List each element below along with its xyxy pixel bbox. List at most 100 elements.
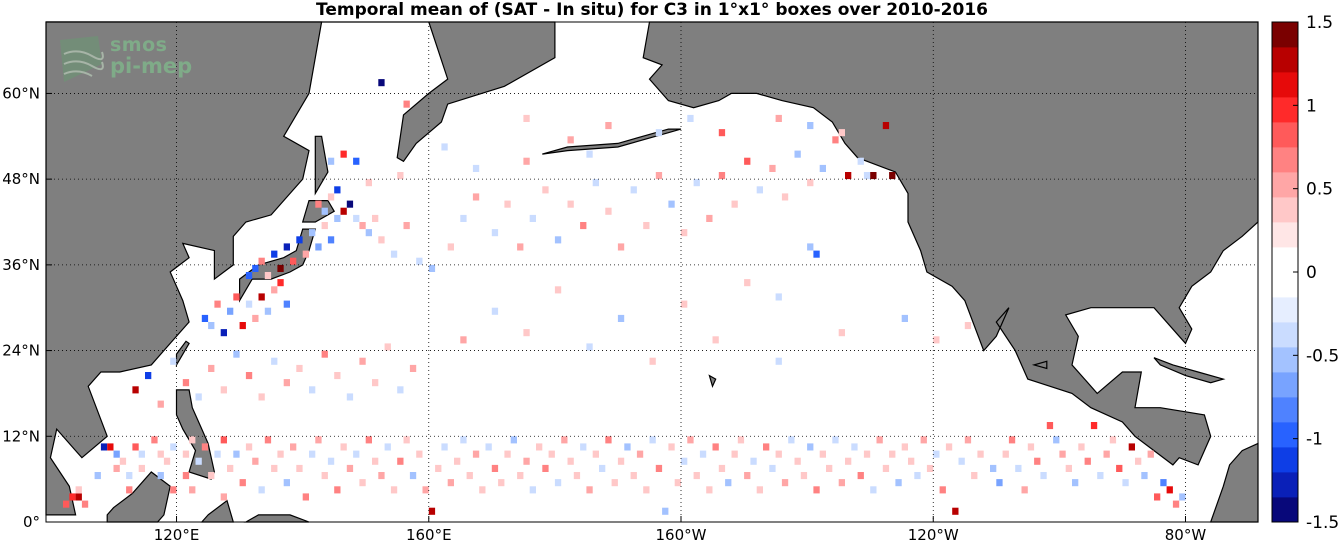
colorbar-tick-label: -1.5 [1306, 513, 1339, 533]
data-cell [397, 172, 404, 180]
data-cell [220, 436, 227, 444]
data-cell [624, 443, 631, 451]
data-cell [523, 157, 530, 165]
data-cell [100, 443, 108, 451]
data-cell [617, 457, 625, 465]
data-cell [1109, 436, 1117, 444]
data-cell [870, 172, 877, 180]
data-cell [1053, 436, 1060, 444]
data-cell [157, 450, 164, 458]
data-cell [1002, 450, 1009, 458]
data-cell [1141, 472, 1148, 480]
data-cell [170, 357, 177, 365]
data-cell [964, 322, 972, 330]
data-cell [1040, 472, 1047, 480]
data-cell [227, 464, 234, 472]
data-cell [309, 229, 316, 237]
data-cell [245, 443, 253, 451]
data-cell [170, 486, 177, 494]
data-cell [220, 386, 227, 394]
data-cell [712, 336, 719, 344]
data-cell [365, 229, 372, 237]
data-cell [264, 307, 272, 315]
data-cell [428, 264, 436, 272]
data-cell [454, 457, 461, 465]
data-cell [756, 186, 763, 194]
data-cell [939, 486, 946, 494]
data-cell [107, 443, 114, 451]
data-cell [857, 157, 864, 165]
data-cell [529, 214, 536, 222]
colorbar-swatch [1272, 422, 1298, 448]
data-cell [1065, 464, 1072, 472]
data-cell [510, 436, 517, 444]
data-cell [573, 472, 581, 480]
data-cell [113, 464, 120, 472]
asia-landmass [46, 21, 556, 163]
data-cell [788, 436, 795, 444]
data-cell [1147, 450, 1154, 458]
data-cell [693, 179, 700, 187]
new-guinea [243, 514, 310, 523]
data-cell [346, 393, 354, 401]
data-cell [529, 486, 536, 494]
data-cell [674, 479, 681, 487]
data-cell [239, 322, 246, 330]
data-cell [542, 464, 549, 472]
data-cell [807, 122, 814, 130]
data-cell [750, 457, 757, 465]
data-cell [63, 500, 70, 508]
data-cell [1008, 436, 1016, 444]
cells-layer [63, 79, 1186, 515]
data-cell [699, 450, 707, 458]
islands-gulf [1031, 360, 1048, 370]
colorbar-swatch [1272, 397, 1298, 423]
data-cell [851, 443, 858, 451]
data-cell [252, 314, 259, 322]
data-cell [126, 472, 133, 480]
data-cell [302, 493, 309, 501]
data-cell [309, 450, 316, 458]
data-cell [321, 207, 328, 215]
data-cell [1097, 472, 1104, 480]
data-cell [327, 457, 335, 465]
data-cell [592, 450, 599, 458]
data-cell [170, 443, 177, 451]
data-cell [378, 236, 385, 244]
data-cell [731, 200, 738, 208]
data-cell [668, 443, 675, 451]
data-cell [422, 486, 429, 494]
sakhalin [314, 135, 329, 196]
data-cell [517, 472, 524, 480]
data-cell [706, 486, 713, 494]
colorbar-swatch [1272, 97, 1298, 123]
data-cell [208, 472, 215, 480]
data-cell [334, 186, 341, 194]
data-cell [655, 464, 663, 472]
data-cell [472, 450, 480, 458]
y-tick-label: 60°N [2, 84, 40, 102]
data-cell [945, 443, 953, 451]
data-cell [233, 450, 240, 458]
data-cell [882, 122, 890, 130]
data-cell [744, 157, 751, 165]
colorbar-swatch [1272, 122, 1298, 148]
data-cell [1135, 457, 1142, 465]
data-cell [926, 464, 934, 472]
logo-text-line1: smos [110, 34, 168, 56]
data-cell [958, 457, 965, 465]
data-cell [718, 172, 726, 180]
data-cell [365, 436, 372, 444]
data-cell [189, 436, 196, 444]
data-cell [416, 450, 423, 458]
data-cell [321, 472, 328, 480]
colorbar-swatch [1272, 447, 1298, 473]
data-cell [277, 450, 284, 458]
data-cell [472, 164, 480, 172]
data-cell [258, 486, 265, 494]
colorbar-swatch [1272, 47, 1298, 73]
data-cell [832, 136, 839, 144]
data-cell [403, 222, 410, 230]
data-cell [245, 372, 253, 380]
data-cell [460, 214, 467, 222]
